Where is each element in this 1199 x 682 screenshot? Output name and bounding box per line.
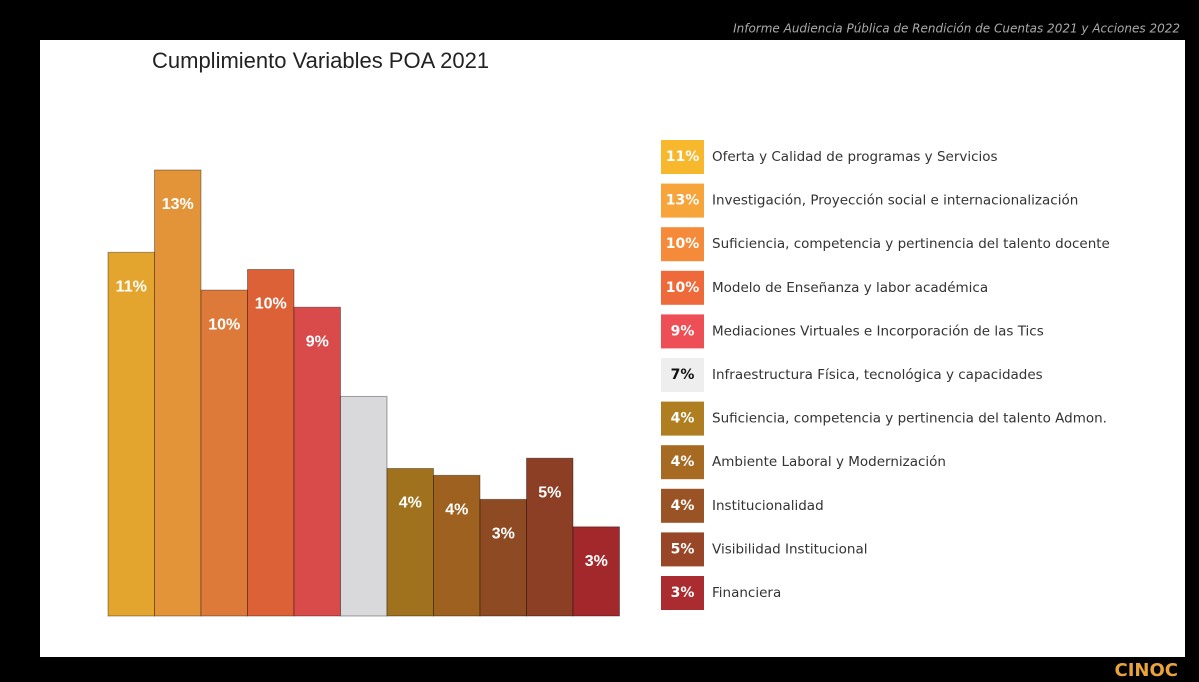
- bar: [154, 169, 202, 617]
- bar: [572, 526, 620, 617]
- legend-value: 4%: [671, 454, 695, 470]
- legend-swatch: [661, 576, 704, 610]
- legend-swatch: [661, 227, 704, 262]
- bar-label: 3%: [585, 553, 608, 570]
- legend-label: Suficiencia, competencia y pertinencia d…: [712, 236, 1110, 252]
- bar: [247, 268, 295, 617]
- legend-value: 10%: [666, 280, 700, 296]
- header: Informe Audiencia Pública de Rendición d…: [733, 22, 1180, 36]
- legend-value: 10%: [666, 236, 700, 252]
- bar: [340, 395, 388, 617]
- chart-title: Cumplimiento Variables POA 2021: [152, 48, 489, 73]
- legend-swatch: [661, 183, 704, 218]
- legend-swatch: [661, 358, 704, 392]
- legend-value: 3%: [671, 585, 695, 601]
- bar-label: 9%: [306, 333, 329, 350]
- legend-swatch: [661, 314, 704, 349]
- bar: [479, 498, 527, 617]
- bar: [386, 467, 434, 617]
- legend-label: Institucionalidad: [712, 498, 824, 514]
- bar-label: 13%: [162, 196, 194, 213]
- legend-swatch: [661, 140, 704, 174]
- legend-label: Ambiente Laboral y Modernización: [712, 454, 946, 470]
- bar: [526, 457, 574, 617]
- legend-value: 9%: [671, 323, 695, 339]
- legend-value: 4%: [671, 498, 695, 514]
- bar-label: 10%: [208, 316, 240, 333]
- legend-label: Modelo de Enseñanza y labor académica: [712, 280, 988, 296]
- legend-swatch: [661, 445, 704, 480]
- legend-swatch: [661, 532, 704, 567]
- legend-value: 4%: [671, 411, 695, 427]
- legend-swatch: [661, 270, 704, 305]
- legend-label: Financiera: [712, 585, 781, 601]
- legend-label: Mediaciones Virtuales e Incorporación de…: [712, 323, 1044, 339]
- legend-label: Suficiencia, competencia y pertinencia d…: [712, 411, 1107, 427]
- bar-label: 11%: [116, 279, 147, 296]
- bar-label: 5%: [538, 484, 561, 501]
- logo: CINOC: [1115, 660, 1178, 681]
- bar-label: 3%: [492, 526, 515, 543]
- legend-value: 11%: [666, 149, 700, 165]
- bar-label: 4%: [399, 495, 422, 512]
- bar: [107, 251, 155, 617]
- legend-label: Visibilidad Institucional: [712, 541, 867, 557]
- bar-label: 10%: [255, 296, 287, 313]
- legend-label: Investigación, Proyección social e inter…: [712, 193, 1078, 209]
- bar: [200, 289, 248, 617]
- bar: [433, 474, 481, 617]
- legend-label: Oferta y Calidad de programas y Servicio…: [712, 149, 998, 165]
- bar: [293, 306, 341, 617]
- legend-value: 7%: [671, 367, 695, 383]
- legend-value: 13%: [666, 193, 700, 209]
- bar-label: 4%: [445, 502, 468, 519]
- legend-label: Infraestructura Física, tecnológica y ca…: [712, 367, 1043, 383]
- legend-swatch: [661, 401, 704, 436]
- legend-value: 5%: [671, 541, 695, 557]
- legend-swatch: [661, 488, 704, 523]
